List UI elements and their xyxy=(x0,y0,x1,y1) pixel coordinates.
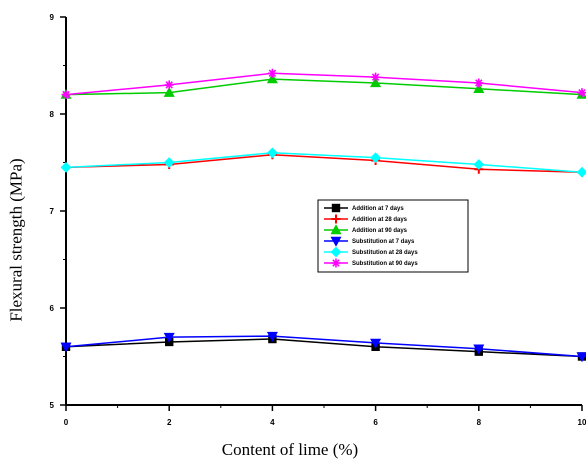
axes: 0 2 4 6 8 10 5 6 7 8 9 xyxy=(50,13,586,427)
data-point xyxy=(370,152,381,163)
data-point xyxy=(576,166,586,178)
legend-label: Substitution at 7 days xyxy=(352,239,415,245)
data-point xyxy=(60,162,72,173)
y-axis-label-wrap: Flexural strength (MPa) xyxy=(2,90,32,390)
data-point xyxy=(330,224,342,235)
data-point xyxy=(164,80,174,90)
data-point xyxy=(473,159,485,170)
data-point xyxy=(267,147,278,159)
legend-item: Addition at 28 days xyxy=(324,214,408,224)
series-line xyxy=(65,153,583,173)
x-tick-label: 6 xyxy=(373,418,378,427)
data-point xyxy=(473,83,485,93)
series-line xyxy=(65,338,583,358)
data-point xyxy=(61,90,71,100)
y-axis-label: Flexural strength (MPa) xyxy=(7,158,27,322)
series-line xyxy=(65,72,583,96)
y-tick-label: 9 xyxy=(50,13,55,22)
data-point xyxy=(330,236,342,247)
data-point xyxy=(163,157,175,168)
legend-item: Addition at 7 days xyxy=(324,203,404,213)
x-axis-label: Content of lime (%) xyxy=(221,440,359,459)
series-line xyxy=(65,152,583,173)
legend-item: Addition at 90 days xyxy=(324,224,408,235)
data-point xyxy=(330,246,342,258)
data-point xyxy=(163,86,175,97)
legend-item: Substitution at 90 days xyxy=(324,258,418,268)
legend-label: Addition at 7 days xyxy=(352,206,404,212)
data-point xyxy=(331,203,341,213)
data-point xyxy=(60,342,72,353)
data-point xyxy=(370,77,382,88)
legend-item: Substitution at 7 days xyxy=(324,236,415,247)
data-point xyxy=(163,332,175,343)
x-tick-label: 0 xyxy=(64,418,69,427)
legend-label: Addition at 90 days xyxy=(352,228,408,234)
data-point xyxy=(576,352,586,363)
legend: Addition at 7 days Addition at 28 days Add… xyxy=(317,199,469,273)
data-point xyxy=(474,78,484,88)
x-tick-label: 10 xyxy=(578,418,586,427)
series-4 xyxy=(60,331,586,363)
legend-label: Addition at 28 days xyxy=(352,217,408,223)
series-line xyxy=(65,78,583,96)
data-point xyxy=(473,344,485,355)
legend-label: Substitution at 28 days xyxy=(352,250,418,256)
y-tick-label: 8 xyxy=(50,110,55,119)
legend-item: Substitution at 28 days xyxy=(324,246,418,258)
data-point xyxy=(331,258,341,268)
x-tick-label: 8 xyxy=(477,418,482,427)
data-point xyxy=(370,338,382,349)
data-point xyxy=(371,72,381,82)
x-tick-label: 4 xyxy=(270,418,275,427)
series-3 xyxy=(60,73,586,99)
series-layer xyxy=(60,68,586,363)
series-6 xyxy=(61,68,586,100)
y-tick-label: 7 xyxy=(50,207,55,216)
y-tick-label: 5 xyxy=(50,401,55,410)
legend-label: Substitution at 90 days xyxy=(352,261,418,267)
data-point xyxy=(577,88,586,98)
data-point xyxy=(266,331,278,342)
x-tick-label: 2 xyxy=(167,418,172,427)
y-tick-label: 6 xyxy=(50,304,55,313)
data-point xyxy=(331,214,341,224)
data-point xyxy=(267,68,277,78)
series-line xyxy=(65,335,583,358)
data-point xyxy=(266,73,278,84)
series-5 xyxy=(60,147,586,178)
legend-box xyxy=(317,199,469,273)
